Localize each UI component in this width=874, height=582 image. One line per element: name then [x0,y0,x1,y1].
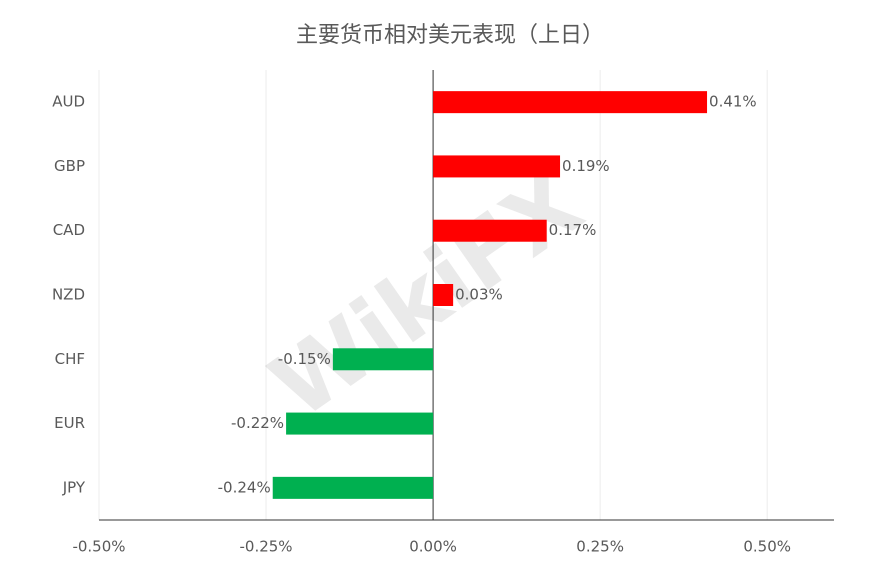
watermark: WikiFX [253,152,601,440]
bar [433,91,708,114]
bar [332,348,434,371]
bar [272,476,434,499]
x-tick-label: 0.25% [576,538,624,556]
bar [433,219,547,242]
y-tick-label: GBP [54,157,85,175]
y-tick-label: CAD [53,221,85,239]
y-tick-label: AUD [52,93,85,111]
x-tick-label: -0.25% [240,538,293,556]
y-tick-label: NZD [52,286,85,304]
y-tick-label: CHF [55,350,85,368]
y-tick-label: JPY [62,478,86,496]
data-label: -0.24% [218,478,271,496]
x-tick-label: -0.50% [72,538,125,556]
data-label: 0.19% [562,157,610,175]
x-tick-label: 0.50% [743,538,791,556]
data-label: 0.03% [455,286,503,304]
data-label: 0.17% [549,221,597,239]
bar [286,412,434,435]
y-tick-label: EUR [54,414,85,432]
data-label: -0.22% [231,414,284,432]
data-label: -0.15% [278,350,331,368]
data-label: 0.41% [709,93,757,111]
x-tick-label: 0.00% [409,538,457,556]
chart-title: 主要货币相对美元表现（上日） [296,23,604,48]
bar [433,155,561,178]
bar [433,284,454,306]
